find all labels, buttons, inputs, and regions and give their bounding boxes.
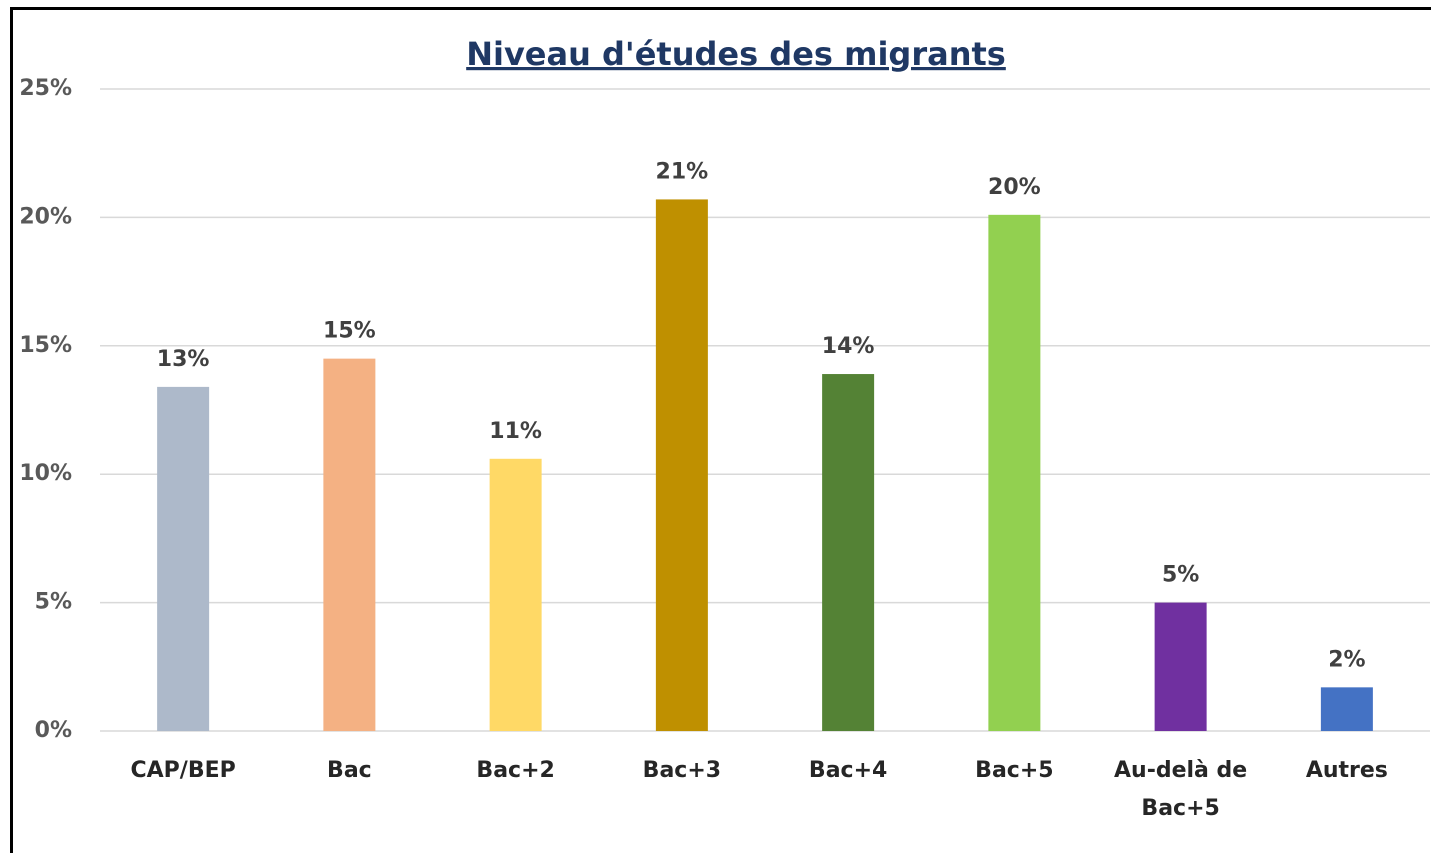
value-label: 13% <box>157 347 210 372</box>
y-tick-label: 5% <box>35 590 72 615</box>
x-tick-label: Autres <box>1305 758 1388 783</box>
value-label: 11% <box>489 419 542 444</box>
x-tick-label: Au-delà de Bac+5 <box>1114 758 1248 821</box>
bar <box>1154 602 1207 731</box>
y-tick-label: 15% <box>19 333 72 358</box>
y-tick-label: 10% <box>19 461 72 486</box>
bar <box>822 374 875 731</box>
bar <box>157 386 210 731</box>
bar <box>489 458 542 731</box>
x-tick-label: Bac <box>327 758 372 783</box>
value-label: 2% <box>1328 647 1365 672</box>
x-tick-label: Bac+4 <box>808 758 888 783</box>
y-tick-label: 25% <box>19 76 72 101</box>
chart-title: Niveau d'études des migrants <box>466 35 1006 73</box>
x-tick-label: CAP/BEP <box>130 758 236 783</box>
bar <box>988 214 1041 731</box>
x-tick-label: Bac+2 <box>476 758 555 783</box>
value-label: 20% <box>988 175 1041 200</box>
frame <box>10 7 1431 853</box>
value-label: 21% <box>656 159 709 184</box>
bar <box>1320 687 1373 731</box>
bar <box>323 358 376 731</box>
value-label: 15% <box>323 319 376 344</box>
bar <box>655 199 708 731</box>
x-tick-label: Bac+5 <box>975 758 1054 783</box>
x-tick-label: Bac+3 <box>642 758 722 783</box>
value-label: 14% <box>822 334 875 359</box>
y-tick-label: 0% <box>35 718 72 743</box>
value-label: 5% <box>1162 563 1199 588</box>
y-tick-label: 20% <box>19 204 72 229</box>
